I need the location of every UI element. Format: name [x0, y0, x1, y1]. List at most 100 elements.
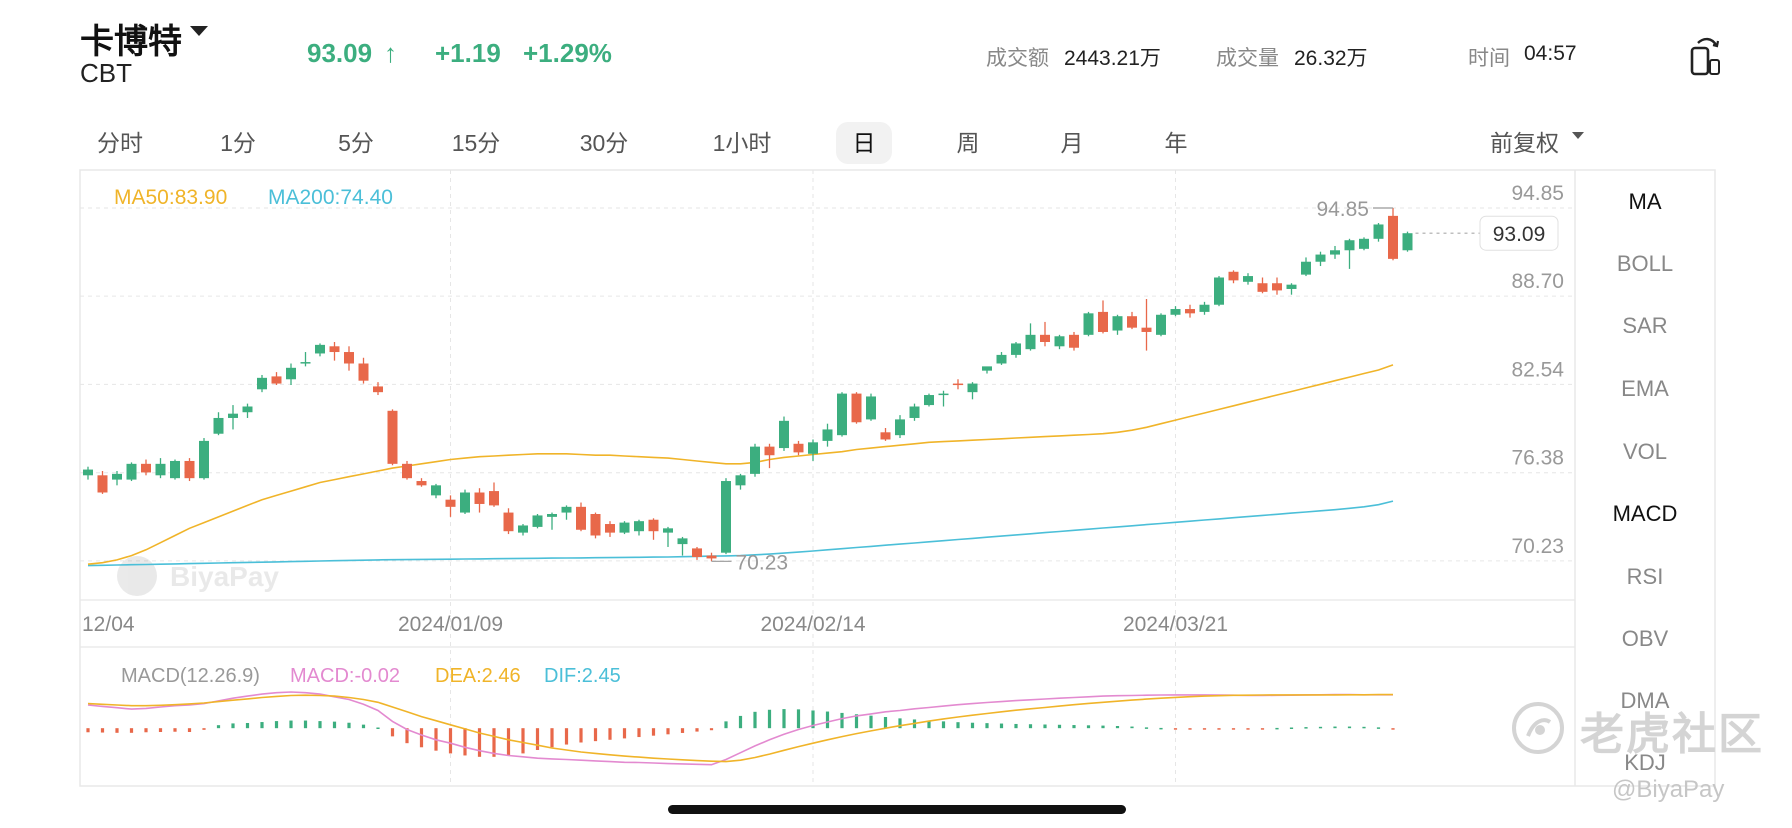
candle-body — [808, 442, 818, 454]
macd-bar — [419, 728, 424, 748]
last-price: 93.09 — [307, 38, 373, 68]
price-adjust-select[interactable]: 前复权 — [1490, 130, 1559, 156]
tab-week[interactable]: 周 — [956, 130, 980, 156]
chevron-down-icon[interactable] — [1572, 132, 1584, 139]
price-change: +1.19 — [435, 38, 501, 68]
macd-bar — [1101, 725, 1105, 729]
macd-bar — [622, 728, 627, 739]
indicator-kdj[interactable]: KDJ — [1624, 750, 1666, 775]
tab-month[interactable]: 月 — [1060, 130, 1084, 156]
macd-legend-macd: MACD:-0.02 — [290, 665, 400, 687]
indicator-sar[interactable]: SAR — [1622, 313, 1667, 338]
candle — [1069, 331, 1079, 351]
candle — [416, 478, 427, 487]
candle-body — [706, 555, 717, 559]
tab-day[interactable]: 日 — [836, 122, 892, 164]
candle-body — [1344, 240, 1355, 251]
candle — [590, 512, 601, 539]
candle — [851, 392, 862, 424]
biyapay-chart-watermark: BiyaPay — [117, 556, 279, 596]
candle-body — [1301, 261, 1311, 275]
macd-bar — [361, 724, 366, 729]
x-tick-label: 2024/01/09 — [398, 613, 503, 636]
candle-body — [1069, 334, 1079, 348]
indicator-obv[interactable]: OBV — [1622, 626, 1669, 651]
candle — [97, 471, 108, 494]
macd-bar — [231, 723, 235, 729]
indicator-macd[interactable]: MACD — [1613, 501, 1678, 526]
candle-body — [1011, 343, 1021, 355]
candle-body — [532, 515, 543, 527]
y-tick-label: 88.70 — [1511, 270, 1564, 293]
macd-bar — [1217, 728, 1221, 730]
tab-year[interactable]: 年 — [1164, 130, 1188, 156]
macd-bar — [1376, 727, 1381, 729]
candle — [1272, 277, 1282, 295]
candle — [1083, 311, 1094, 337]
candle-body — [561, 506, 572, 513]
candle-body — [1025, 334, 1036, 350]
tab-15min[interactable]: 15分 — [451, 130, 501, 156]
macd-lines — [87, 691, 1393, 766]
stock-name[interactable]: 卡博特 — [80, 23, 182, 61]
macd-bar — [1072, 725, 1076, 729]
indicator-rsi[interactable]: RSI — [1627, 564, 1664, 589]
candle-body — [344, 352, 354, 364]
macd-bar — [1130, 726, 1134, 729]
rotate-screen-icon[interactable] — [1688, 36, 1722, 76]
indicator-boll[interactable]: BOLL — [1617, 251, 1673, 276]
price-annotations: 94.85 70.23 93.09 — [711, 198, 1559, 574]
tab-intraday[interactable]: 分时 — [97, 130, 143, 156]
candle — [793, 440, 804, 456]
tab-5min[interactable]: 5分 — [338, 130, 374, 156]
indicator-ma[interactable]: MA — [1629, 189, 1662, 214]
macd-bar — [883, 717, 888, 729]
y-tick-label: 94.85 — [1511, 182, 1564, 205]
macd-histogram — [86, 709, 1395, 757]
chevron-down-icon[interactable] — [190, 26, 208, 36]
macd-bar — [144, 728, 148, 733]
candle — [1330, 245, 1340, 259]
indicator-vol[interactable]: VOL — [1623, 439, 1667, 464]
candle-body — [1098, 311, 1108, 332]
candle-body — [373, 386, 383, 393]
candle-body — [257, 377, 267, 390]
macd-bar — [1231, 728, 1236, 730]
indicator-ema[interactable]: EMA — [1621, 376, 1669, 401]
macd-bar — [840, 712, 844, 729]
candle — [300, 352, 311, 367]
period-tabs: 分时 1分 5分 15分 30分 1小时 日 周 月 年 前复权 — [0, 112, 1792, 164]
candle-body — [315, 344, 325, 354]
candle-body — [184, 460, 195, 479]
candle — [1098, 300, 1108, 334]
candle-body — [619, 522, 630, 533]
macd-bar — [1202, 728, 1207, 730]
candle-body — [793, 443, 804, 453]
macd-bar — [1304, 727, 1308, 729]
candle — [663, 526, 673, 547]
candle-body — [735, 475, 746, 486]
candle — [1156, 313, 1166, 337]
tab-1hour[interactable]: 1小时 — [712, 130, 772, 156]
candle — [605, 521, 615, 537]
biyapay-logo-icon — [117, 556, 157, 596]
candle-body — [126, 463, 137, 480]
macd-bar — [579, 728, 583, 743]
candle-body — [967, 383, 978, 393]
macd-bar — [1362, 726, 1366, 729]
macd-bar — [956, 722, 960, 729]
candle — [1170, 306, 1181, 317]
candle-body — [1040, 334, 1050, 342]
candle — [445, 495, 456, 517]
macd-bar — [477, 728, 482, 757]
macd-bar — [796, 709, 801, 729]
candle — [1228, 270, 1239, 284]
indicator-dma[interactable]: DMA — [1621, 688, 1670, 713]
candle-body — [837, 393, 847, 436]
candle-body — [576, 506, 586, 530]
candle — [648, 518, 659, 540]
tab-1min[interactable]: 1分 — [220, 130, 256, 156]
tab-30min[interactable]: 30分 — [579, 130, 629, 156]
y-tick-label: 82.54 — [1511, 358, 1564, 381]
